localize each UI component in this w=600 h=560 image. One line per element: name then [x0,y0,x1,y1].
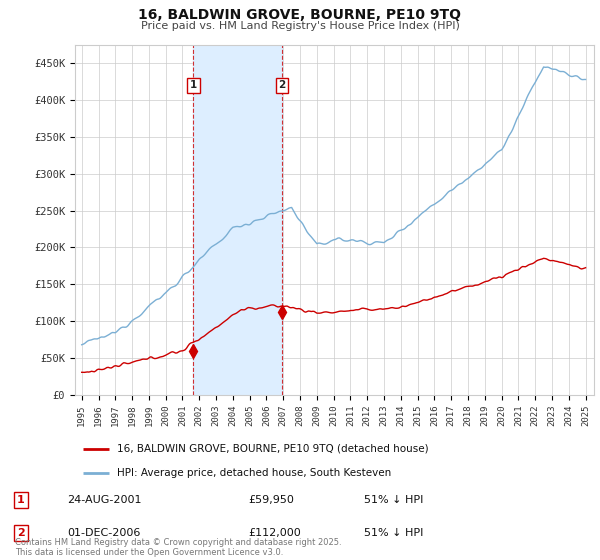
Text: 51% ↓ HPI: 51% ↓ HPI [364,528,424,538]
Text: Contains HM Land Registry data © Crown copyright and database right 2025.
This d: Contains HM Land Registry data © Crown c… [15,538,341,557]
Bar [193,45,282,395]
Text: 01-DEC-2006: 01-DEC-2006 [67,528,141,538]
Text: 2: 2 [17,528,25,538]
Text: Price paid vs. HM Land Registry's House Price Index (HPI): Price paid vs. HM Land Registry's House … [140,21,460,31]
Text: 51% ↓ HPI: 51% ↓ HPI [364,495,424,505]
Text: HPI: Average price, detached house, South Kesteven: HPI: Average price, detached house, Sout… [116,468,391,478]
Text: 24-AUG-2001: 24-AUG-2001 [67,495,142,505]
Text: £59,950: £59,950 [248,495,293,505]
Text: 16, BALDWIN GROVE, BOURNE, PE10 9TQ (detached house): 16, BALDWIN GROVE, BOURNE, PE10 9TQ (det… [116,444,428,454]
Text: £112,000: £112,000 [248,528,301,538]
Text: 16, BALDWIN GROVE, BOURNE, PE10 9TQ: 16, BALDWIN GROVE, BOURNE, PE10 9TQ [139,8,461,22]
Text: 1: 1 [17,495,25,505]
Text: 1: 1 [190,80,197,90]
Text: 2: 2 [278,80,286,90]
